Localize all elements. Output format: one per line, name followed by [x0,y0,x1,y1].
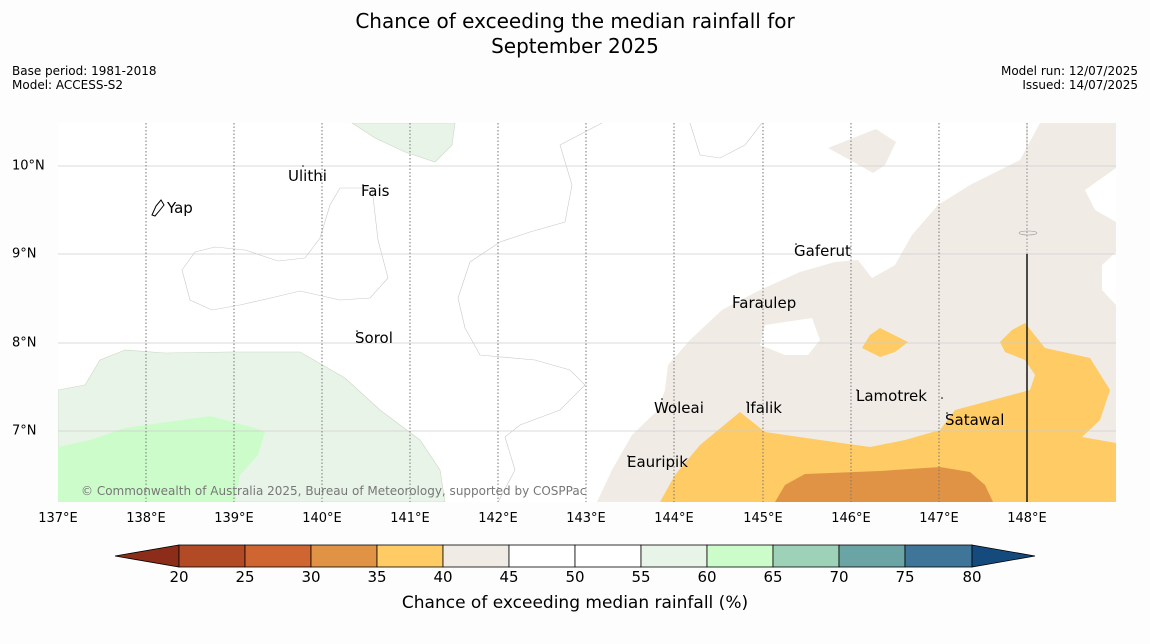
lon-label: 148°E [1007,511,1047,526]
place-label: Sorol [355,329,393,347]
colorbar-tick: 80 [962,568,981,586]
place-label: Lamotrek [856,387,927,405]
colorbar-tick: 70 [829,568,848,586]
colorbar-high-extension [972,545,1035,567]
lon-label: 144°E [654,511,694,526]
lon-label: 143°E [566,511,606,526]
colorbar-label: Chance of exceeding median rainfall (%) [0,593,1150,613]
colorbar-tick: 65 [763,568,782,586]
copyright-notice: © Commonwealth of Australia 2025, Bureau… [81,484,586,498]
place-label: Woleai [654,399,704,417]
place-label: Fais [361,182,389,200]
place-label: Faraulep [732,294,796,312]
place-label: Satawal [945,411,1004,429]
place-label: Ulithi [288,167,327,185]
place-label: Gaferut [794,242,851,260]
place-label: Yap [167,199,193,217]
colorbar-tick: 60 [697,568,716,586]
place-label: Ifalik [746,399,782,417]
lon-label: 137°E [38,511,78,526]
lon-label: 146°E [831,511,871,526]
lat-label: 10°N [12,159,45,174]
colorbar [115,545,1035,567]
colorbar-tick: 35 [367,568,386,586]
lon-label: 147°E [919,511,959,526]
lon-label: 141°E [390,511,430,526]
lon-label: 138°E [126,511,166,526]
lon-label: 140°E [302,511,342,526]
colorbar-low-extension [115,545,179,567]
lat-label: 7°N [12,424,37,439]
colorbar-tick: 30 [301,568,320,586]
colorbar-tick: 20 [169,568,188,586]
colorbar-tick: 25 [235,568,254,586]
colorbar-tick: 55 [631,568,650,586]
colorbar-tick: 40 [433,568,452,586]
lat-label: 8°N [12,336,37,351]
colorbar-tick: 75 [895,568,914,586]
lon-label: 145°E [743,511,783,526]
lon-label: 139°E [214,511,254,526]
colorbar-tick: 50 [565,568,584,586]
lon-label: 142°E [478,511,518,526]
colorbar-tick: 45 [499,568,518,586]
map-svg [0,0,1150,644]
lat-label: 9°N [12,247,37,262]
place-label: Eauripik [627,453,688,471]
